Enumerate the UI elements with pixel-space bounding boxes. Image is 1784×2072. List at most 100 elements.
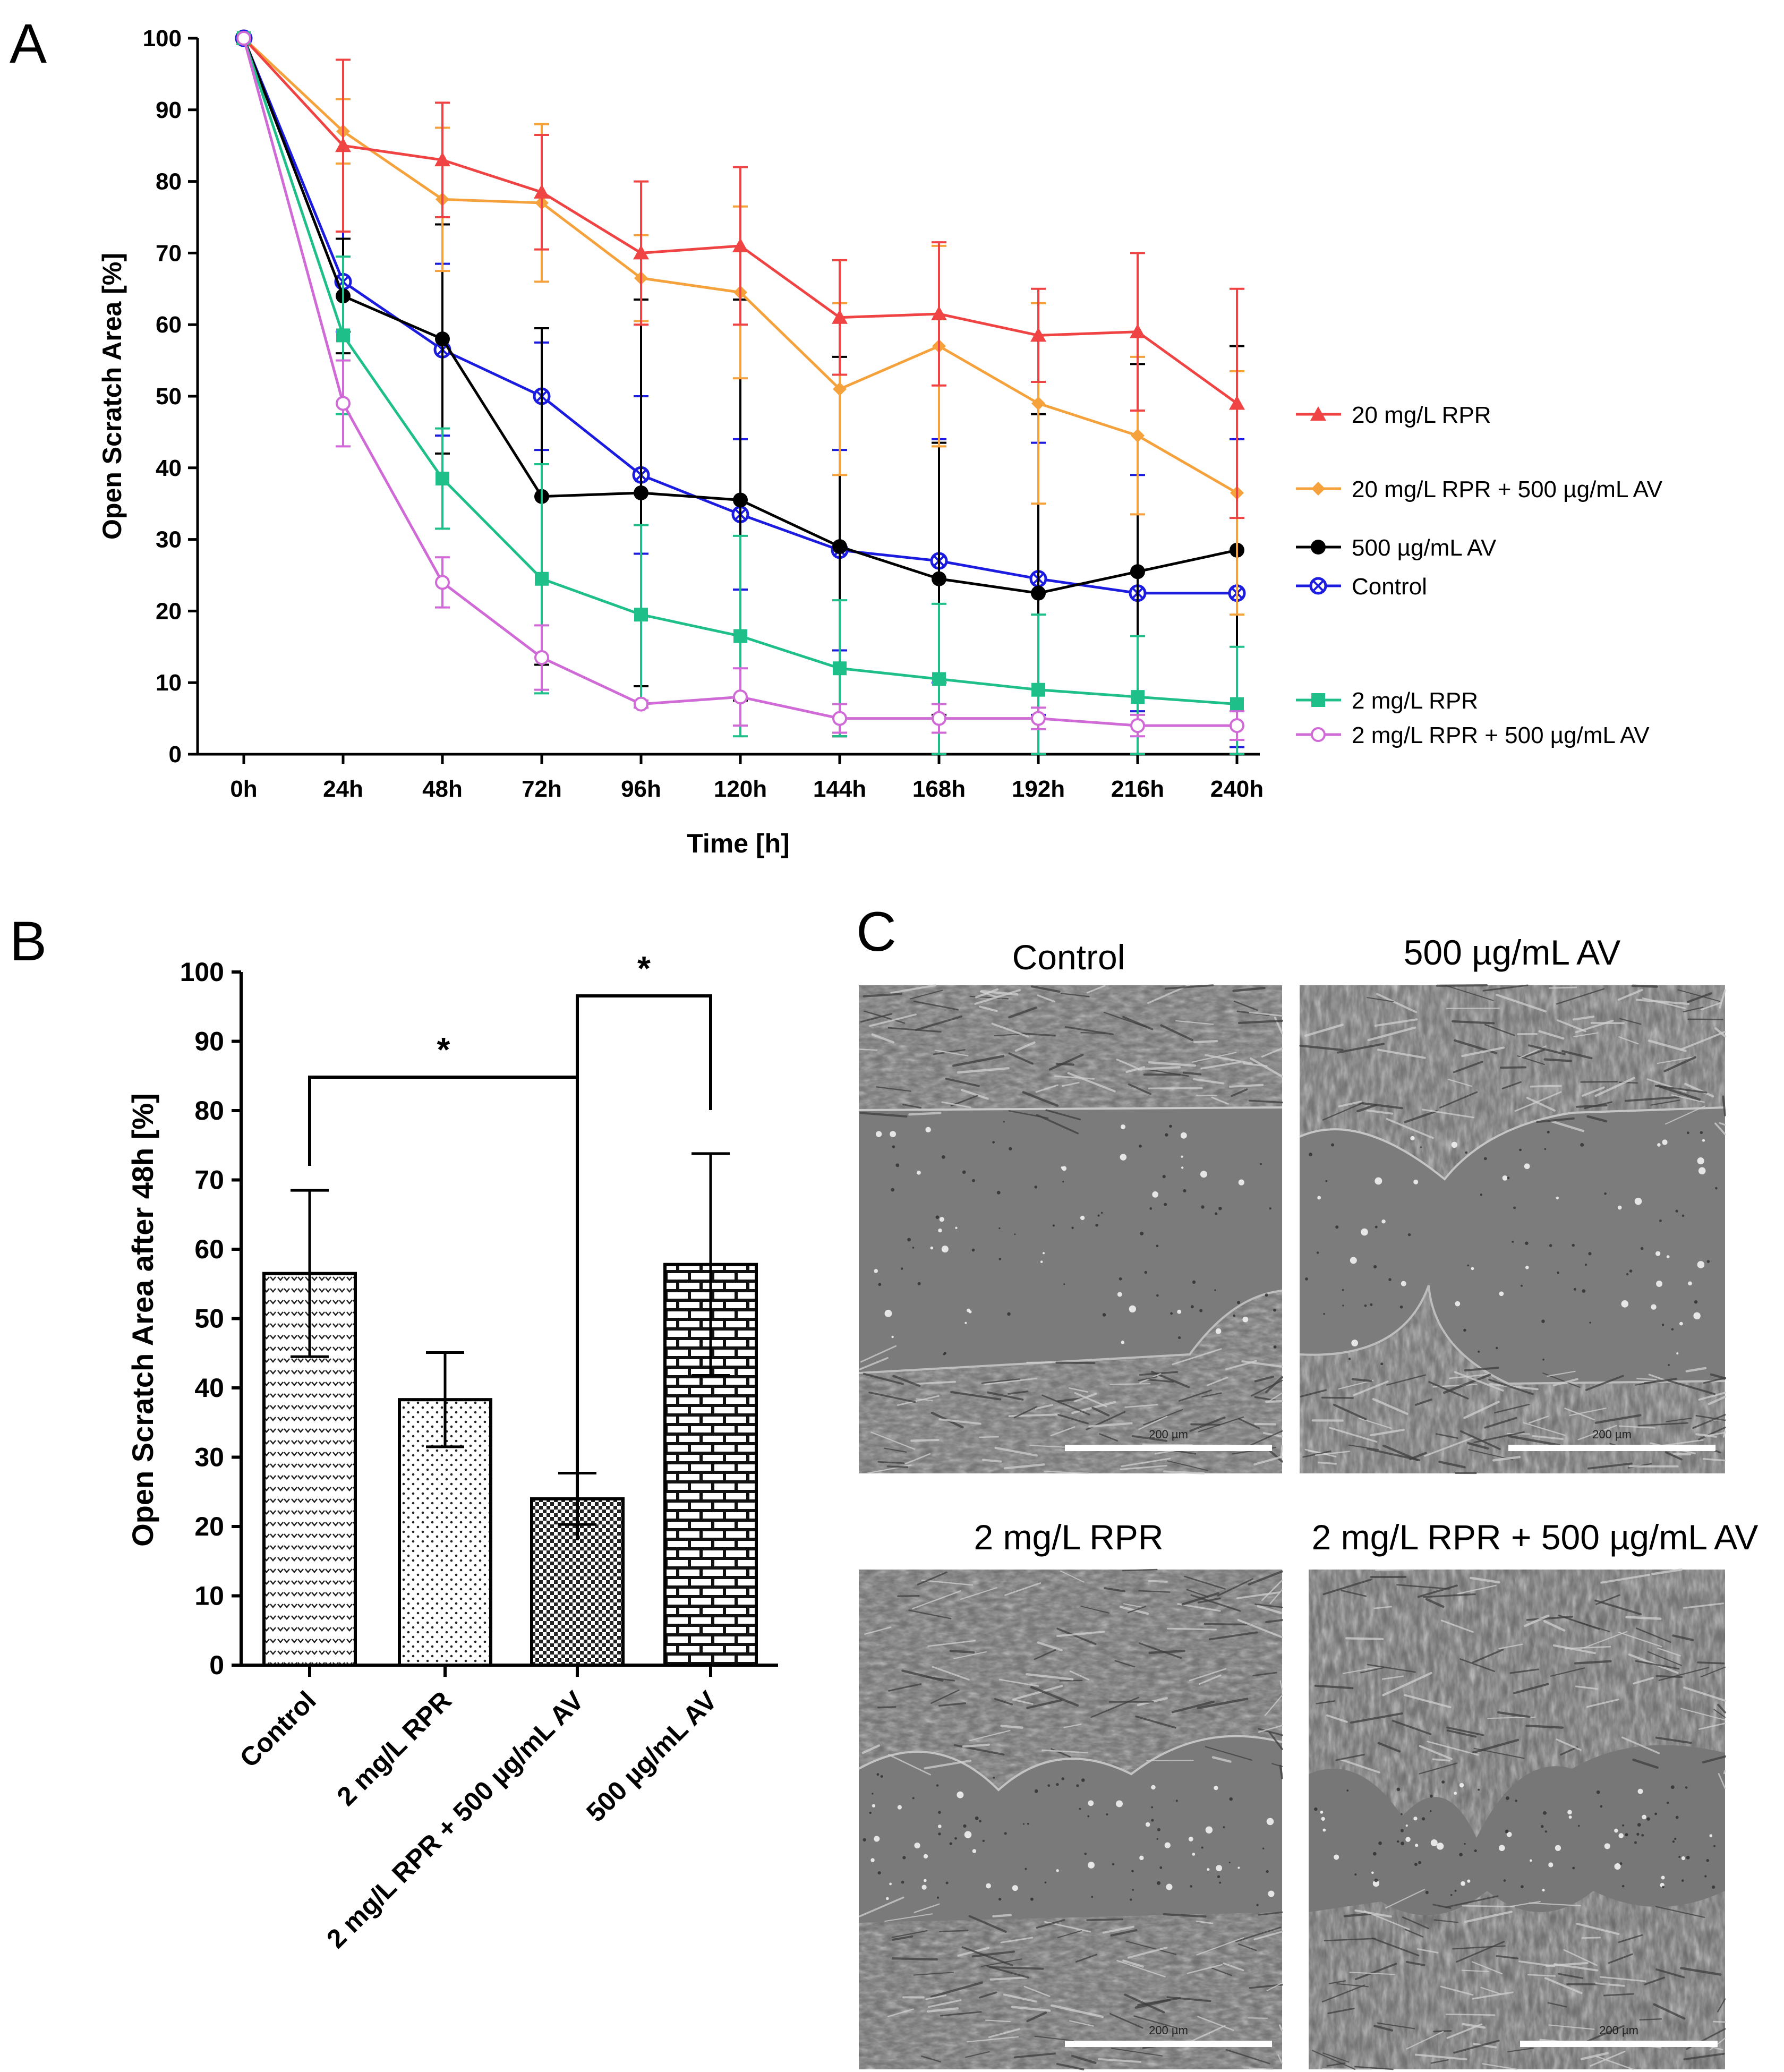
micrograph-av (1299, 985, 1726, 1473)
series-20-mg-l-rpr (236, 30, 1245, 519)
x-tick-label: 0h (230, 776, 257, 802)
data-point (832, 309, 848, 324)
significance-label: * (637, 949, 651, 987)
y-tick-label: 30 (156, 527, 182, 553)
y-tick-label: 50 (156, 383, 182, 410)
data-point (1030, 327, 1046, 342)
x-tick-label: 120h (714, 776, 767, 802)
significance-label: * (437, 1030, 450, 1069)
data-point (336, 328, 350, 343)
y-axis-title: Open Scratch Area [%] (97, 253, 127, 540)
data-point (336, 396, 351, 411)
data-point (932, 571, 946, 586)
data-point (733, 629, 747, 643)
data-point (534, 184, 550, 199)
legend-label: 500 µg/mL AV (1352, 535, 1497, 561)
y-axis-ticks: 0 10 20 30 40 50 60 70 80 90 100 (143, 25, 198, 768)
significance-brackets: ** (308, 949, 712, 1540)
bar-control (262, 1189, 357, 1667)
scale-bar-label: 200 µm (1592, 1428, 1632, 1441)
data-point (1130, 323, 1146, 338)
data-point (634, 608, 648, 622)
series-2-mg-l-rpr-500-ug-ml-av (236, 31, 1244, 741)
x-tick-label: 2 mg/L RPR (331, 1685, 457, 1811)
y-tick-label: 60 (194, 1234, 224, 1264)
data-point (932, 672, 946, 686)
scale-bar-label: 200 µm (1599, 2024, 1638, 2037)
data-point (833, 382, 847, 396)
data-point (1131, 690, 1145, 704)
data-point (435, 331, 450, 347)
data-point (434, 152, 450, 167)
data-point (733, 492, 748, 508)
legend-item-2-mg-l-rpr-500-ug-ml-av: 2 mg/L RPR + 500 µg/mL AV (1296, 722, 1650, 748)
legend-marker (1309, 577, 1327, 595)
data-point (1031, 683, 1045, 697)
bar-500-ug-ml-av (663, 1152, 758, 1667)
legend-label: 20 mg/L RPR (1352, 402, 1491, 428)
y-tick-label: 20 (194, 1512, 224, 1541)
panel-label-b: B (10, 910, 47, 973)
y-tick-label: 90 (156, 97, 182, 123)
bars (262, 1152, 758, 1667)
legend-label: Control (1352, 574, 1427, 600)
legend-marker (1311, 727, 1326, 742)
y-tick-label: 90 (194, 1027, 224, 1056)
data-point (435, 575, 450, 590)
legend-item-2-mg-l-rpr: 2 mg/L RPR (1296, 688, 1478, 714)
y-axis-title: Open Scratch Area after 48h [%] (126, 1093, 159, 1547)
scale-bar-label: 200 µm (1149, 2024, 1188, 2037)
micrograph-grid: Control 500 µg/mL AV 2 mg/L RPR 2 mg/L R… (858, 933, 1758, 2070)
y-tick-label: 60 (156, 312, 182, 338)
micrograph-title-control: Control (1012, 937, 1125, 977)
micrograph-rpr-av (1309, 1570, 1725, 2069)
x-tick-label: 168h (912, 776, 966, 802)
error-bar (291, 1189, 329, 1358)
x-tick-label: 192h (1012, 776, 1065, 802)
x-tick-label: Control (234, 1685, 322, 1773)
scale-bar (1508, 1445, 1715, 1451)
micrograph-rpr (858, 1570, 1283, 2069)
legend-item-20-mg-l-rpr: 20 mg/L RPR (1296, 402, 1491, 428)
legend-item-20-mg-l-rpr-500-ug-ml-av: 20 mg/L RPR + 500 µg/mL AV (1296, 476, 1663, 502)
y-tick-label: 100 (143, 25, 182, 52)
x-tick-label: 240h (1210, 776, 1264, 802)
y-tick-label: 40 (194, 1373, 224, 1403)
y-tick-label: 50 (194, 1304, 224, 1334)
data-point (1031, 585, 1046, 601)
data-point (436, 472, 449, 486)
legend-label: 20 mg/L RPR + 500 µg/mL AV (1352, 476, 1663, 502)
data-point (335, 138, 351, 152)
x-tick-label: 72h (522, 776, 562, 802)
y-tick-label: 80 (156, 169, 182, 195)
y-axis-ticks: 0 10 20 30 40 50 60 70 80 90 100 (180, 957, 241, 1680)
data-point (1130, 718, 1145, 734)
cell-texture (858, 1568, 1284, 2070)
data-point (1031, 711, 1046, 726)
scale-bar (1065, 2041, 1272, 2047)
legend-marker (1311, 540, 1326, 555)
data-point (833, 661, 847, 676)
legend-label: 2 mg/L RPR (1352, 688, 1478, 714)
legend-item-500-ug-ml-av: 500 µg/mL AV (1296, 535, 1497, 561)
y-tick-label: 30 (194, 1443, 224, 1472)
data-point (535, 572, 549, 586)
x-tick-label: 48h (422, 776, 463, 802)
data-point (733, 689, 748, 705)
data-point (633, 245, 649, 260)
series-group (235, 29, 1246, 755)
panel-label-a: A (10, 13, 47, 75)
data-point (1031, 396, 1045, 411)
y-tick-label: 0 (169, 741, 182, 768)
x-tick-label: 24h (323, 776, 363, 802)
legend-marker (1311, 693, 1325, 707)
y-tick-label: 10 (194, 1581, 224, 1611)
data-point (634, 485, 648, 500)
y-tick-label: 70 (194, 1165, 224, 1195)
y-tick-label: 40 (156, 455, 182, 481)
y-tick-label: 80 (194, 1096, 224, 1125)
legend: 20 mg/L RPR 20 mg/L RPR + 500 µg/mL AV 500… (1296, 402, 1663, 748)
bar-chart: 0 10 20 30 40 50 60 70 80 90 100 Control 2 mg/L RPR… (126, 949, 778, 1954)
y-tick-label: 100 (180, 957, 224, 987)
